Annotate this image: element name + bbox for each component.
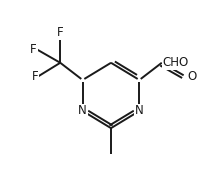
Text: O: O [188, 70, 197, 83]
Text: CHO: CHO [163, 56, 189, 69]
Text: F: F [57, 26, 63, 39]
Text: N: N [135, 104, 144, 117]
Text: F: F [30, 42, 37, 56]
Text: N: N [78, 104, 87, 117]
Text: F: F [32, 70, 39, 83]
